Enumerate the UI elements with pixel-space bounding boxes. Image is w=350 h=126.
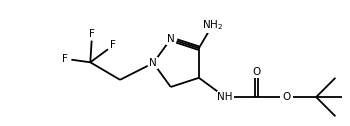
Text: F: F [89, 29, 95, 39]
Text: O: O [252, 67, 261, 77]
Text: NH$_2$: NH$_2$ [202, 19, 223, 32]
Text: F: F [110, 40, 116, 51]
Text: N: N [149, 58, 157, 68]
Text: F: F [62, 54, 68, 64]
Text: N: N [167, 34, 175, 44]
Text: NH: NH [217, 92, 233, 102]
Text: O: O [282, 92, 290, 102]
